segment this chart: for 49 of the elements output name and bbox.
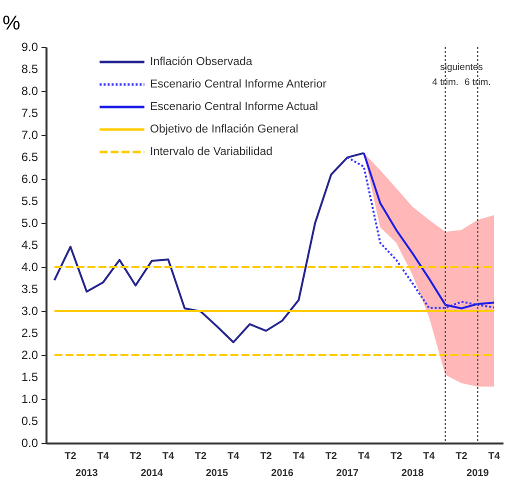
- y-tick-label: 7.5: [21, 106, 38, 120]
- y-tick-label: 0.5: [21, 414, 38, 428]
- y-tick-label: 7.0: [21, 128, 38, 142]
- x2-tick-label: 2015: [206, 468, 229, 479]
- x-tick-label: T4: [292, 451, 305, 462]
- y-tick-label: 4.5: [21, 238, 38, 252]
- x-tick-label: T4: [423, 451, 436, 462]
- x-tick-label: T2: [456, 451, 468, 462]
- x2-tick-label: 2013: [76, 468, 98, 479]
- y-tick-label: 8.0: [21, 84, 38, 98]
- ref-line-label: 4 trim.: [432, 77, 459, 88]
- legend-label: Escenario Central Informe Anterior: [150, 78, 327, 90]
- ref-line-label: 6 trim.: [464, 77, 491, 88]
- x-tick-label: T2: [194, 451, 207, 462]
- x2-tick-label: 2018: [401, 468, 424, 479]
- x-tick-label: T4: [358, 451, 370, 462]
- y-tick-label: 5.5: [21, 194, 38, 208]
- x-tick-label: T2: [64, 451, 77, 462]
- x-tick-label: T2: [390, 451, 403, 462]
- y-tick-label: 1.0: [21, 392, 38, 406]
- y-axis-title: %: [2, 12, 20, 34]
- x-tick-label: T4: [162, 451, 175, 462]
- x2-tick-label: 2016: [271, 468, 294, 479]
- x2-tick-label: 2017: [336, 468, 359, 479]
- y-tick-label: 6.0: [21, 172, 38, 186]
- y-tick-label: 4.0: [21, 260, 38, 274]
- x-tick-label: T2: [325, 451, 338, 462]
- y-tick-label: 8.5: [21, 62, 38, 76]
- y-tick-label: 3.0: [21, 304, 38, 318]
- legend-label: Inflación Observada: [150, 56, 253, 68]
- x-tick-label: T4: [488, 451, 500, 462]
- y-tick-label: 1.5: [21, 370, 38, 384]
- x-tick-label: T2: [260, 451, 272, 462]
- y-tick-label: 5.0: [21, 216, 38, 230]
- legend-label: Objetivo de Inflación General: [150, 124, 298, 136]
- annotation: siguientes: [440, 62, 484, 73]
- y-tick-label: 0.0: [21, 436, 38, 450]
- x-tick-label: T4: [97, 451, 110, 462]
- y-tick-label: 2.5: [21, 326, 38, 340]
- x2-tick-label: 2014: [140, 468, 164, 479]
- y-tick-label: 2.0: [21, 348, 38, 362]
- y-tick-label: 3.5: [21, 282, 38, 296]
- x-tick-label: T4: [228, 451, 240, 462]
- x2-tick-label: 2019: [466, 468, 490, 479]
- x-tick-label: T2: [130, 451, 142, 462]
- legend-label: Intervalo de Variabilidad: [150, 146, 273, 158]
- y-tick-label: 9.0: [21, 40, 38, 54]
- legend-label: Escenario Central Informe Actual: [150, 101, 318, 113]
- y-tick-label: 6.5: [21, 150, 38, 164]
